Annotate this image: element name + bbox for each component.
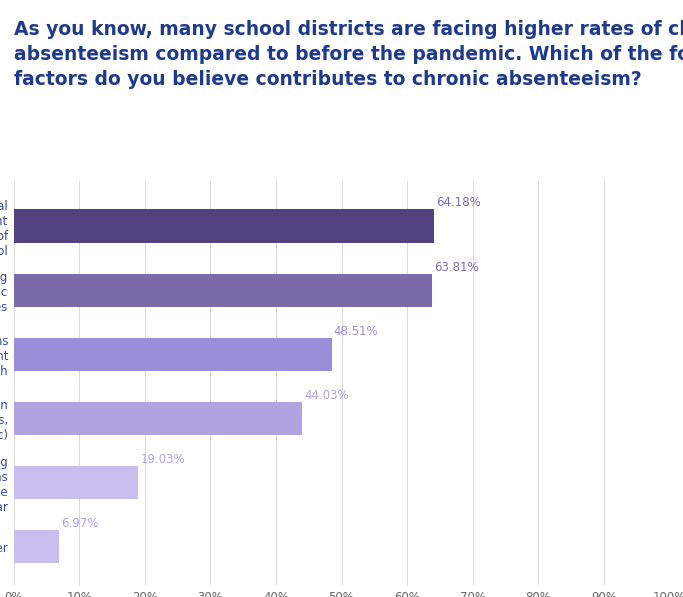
- Text: 6.97%: 6.97%: [61, 517, 99, 530]
- Text: As you know, many school districts are facing higher rates of chronic
absenteeis: As you know, many school districts are f…: [14, 20, 683, 89]
- Bar: [14, 466, 139, 499]
- Text: 48.51%: 48.51%: [334, 325, 378, 338]
- Text: 44.03%: 44.03%: [305, 389, 349, 402]
- Bar: [14, 210, 434, 243]
- Bar: [14, 338, 332, 371]
- Text: 63.81%: 63.81%: [434, 260, 479, 273]
- Bar: [14, 402, 303, 435]
- Bar: [14, 273, 432, 307]
- Text: 19.03%: 19.03%: [141, 453, 185, 466]
- Text: 64.18%: 64.18%: [436, 196, 482, 210]
- Bar: [14, 530, 59, 563]
